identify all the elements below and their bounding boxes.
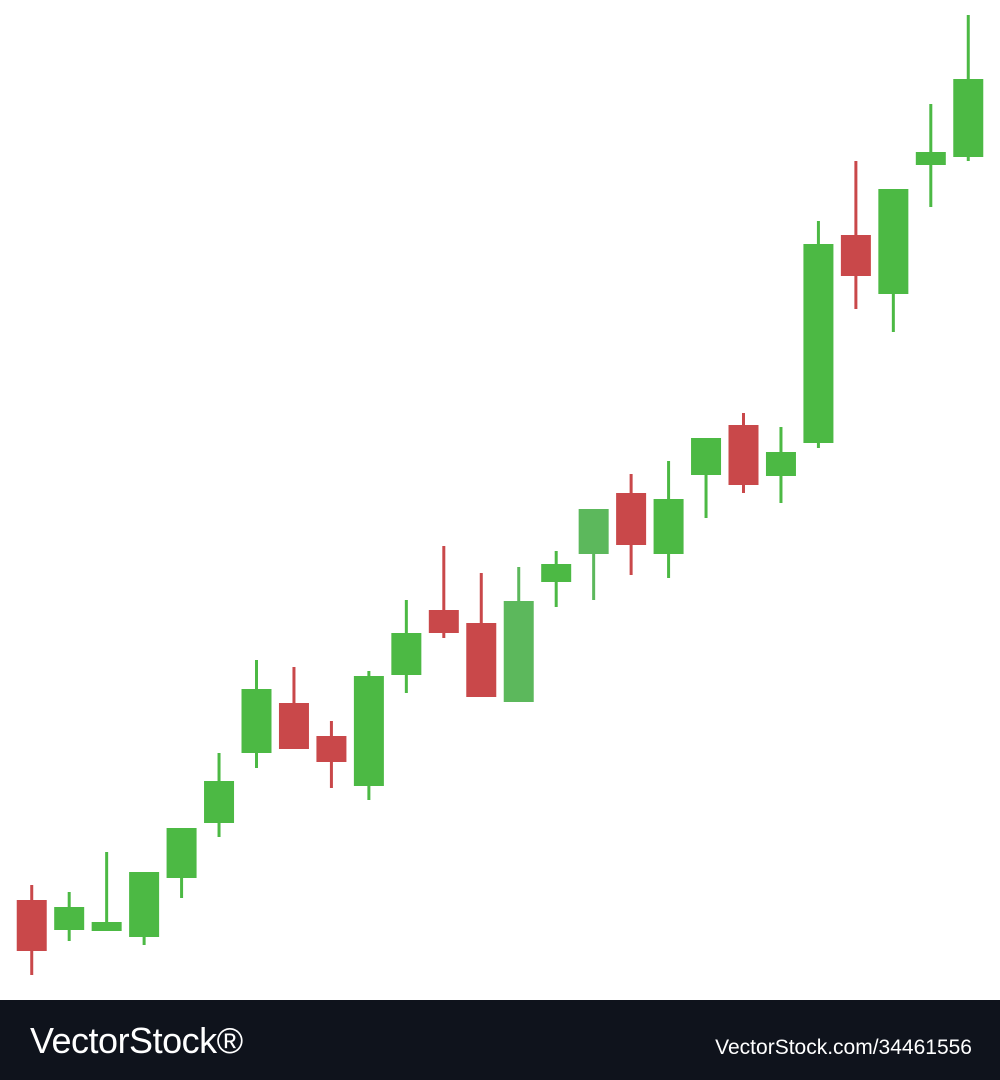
body [578,509,609,554]
body [953,79,984,157]
body [91,922,122,931]
body [353,676,384,786]
body [129,872,160,937]
body [840,235,871,276]
body [503,601,534,702]
body [728,425,759,485]
body [653,499,684,554]
body [316,736,347,762]
body [466,623,497,697]
body [616,493,647,545]
body [803,244,834,443]
body [541,564,572,582]
body [691,438,722,475]
body [166,828,197,878]
body [878,189,909,294]
body [204,781,235,823]
body [278,703,309,749]
body [16,900,47,951]
chart [16,15,984,975]
url: VectorStock.com/34461556 [715,1036,972,1059]
brand: VectorStock® [30,1020,243,1061]
body [391,633,422,675]
footer: VectorStock® VectorStock.com/34461556 [0,1000,1000,1080]
body [915,152,946,165]
body [54,907,85,930]
body [428,610,459,633]
body [765,452,796,476]
body [241,689,272,753]
